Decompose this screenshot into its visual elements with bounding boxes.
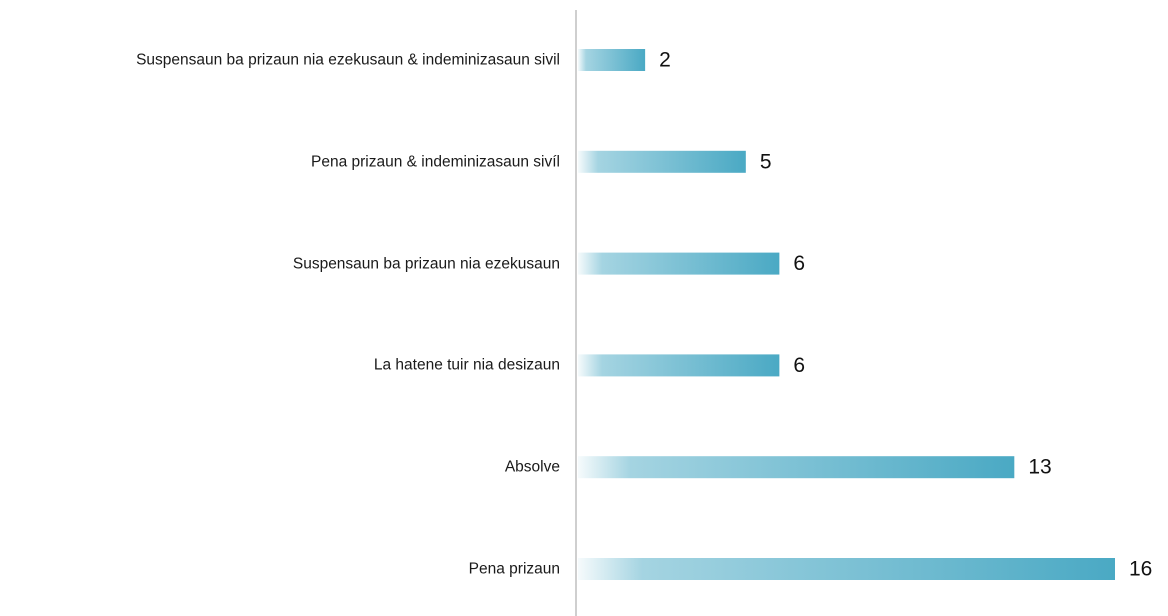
category-label: Absolve (504, 458, 560, 476)
category-row: Pena prizaun & indeminizasaun sivíl (0, 152, 560, 171)
category-row: La hatene tuir nia desizaun (0, 356, 560, 375)
category-label: Pena prizaun (468, 560, 560, 578)
category-row: Suspensaun ba prizaun nia ezekusaun (0, 254, 560, 273)
bar (578, 354, 780, 377)
bar (578, 252, 780, 275)
value-label: 2 (659, 49, 671, 72)
value-label: 5 (760, 150, 772, 173)
value-label: 6 (793, 354, 805, 377)
bar (578, 456, 1015, 479)
category-label: Suspensaun ba prizaun nia ezekusaun (292, 255, 560, 273)
category-label: Pena prizaun & indeminizasaun sivíl (311, 153, 560, 171)
value-label: 6 (793, 252, 805, 275)
bar (578, 558, 1115, 580)
category-row: Absolve (0, 458, 560, 477)
category-row: Suspensaun ba prizaun nia ezekusaun & in… (0, 51, 560, 70)
value-label: 16 (1129, 558, 1152, 581)
bar (578, 49, 646, 71)
bar (578, 150, 746, 173)
category-label: La hatene tuir nia desizaun (373, 356, 560, 374)
value-label: 13 (1028, 456, 1051, 479)
category-label: Suspensaun ba prizaun nia ezekusaun & in… (136, 51, 560, 69)
category-row: Pena prizaun (0, 560, 560, 579)
